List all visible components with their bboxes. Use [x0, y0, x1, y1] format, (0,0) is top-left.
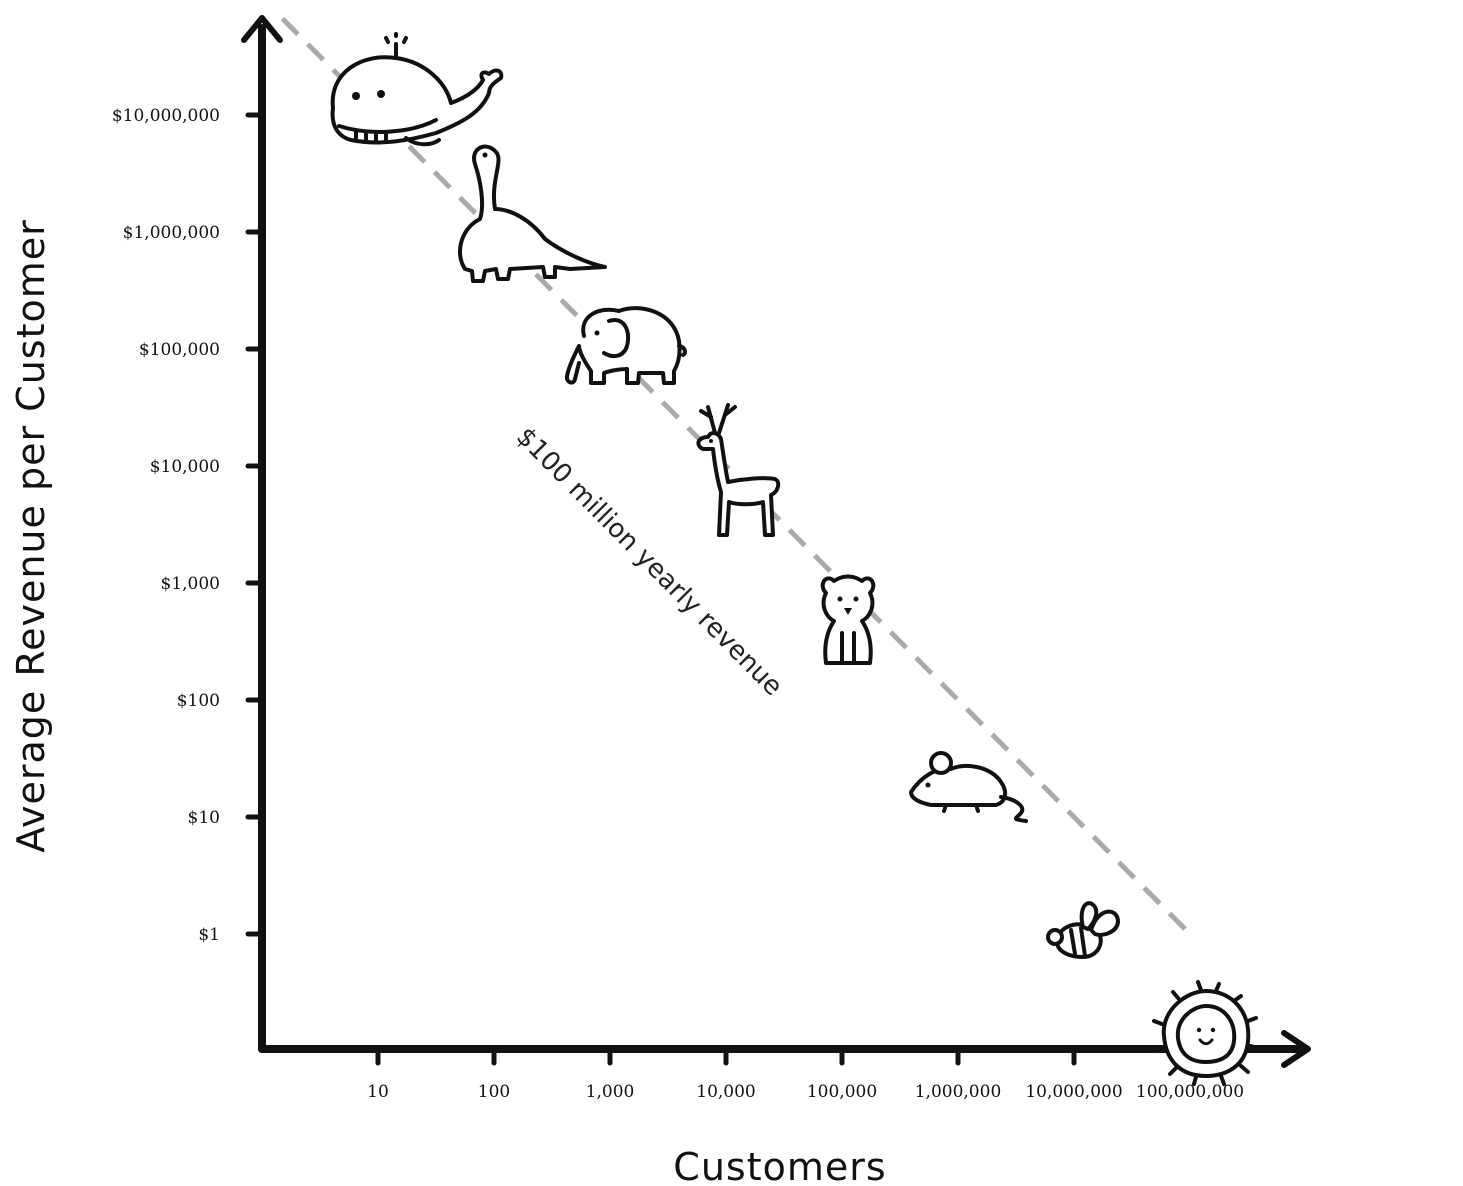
whale-icon: [330, 32, 504, 147]
mouse-icon: [909, 751, 1028, 823]
x-tick-label: 100,000: [807, 1082, 877, 1102]
y-tick-label: $100: [177, 691, 220, 711]
y-tick-label: $10,000: [150, 457, 220, 477]
y-axis-label: Average Revenue per Customer: [9, 219, 53, 852]
y-tick-label: $1: [198, 925, 220, 945]
x-tick-label: 100,000,000: [1136, 1082, 1244, 1102]
deer-icon: [696, 403, 781, 537]
reference-line-label: $100 million yearly revenue: [510, 422, 788, 702]
x-tick-label: 10,000,000: [1025, 1082, 1122, 1102]
x-axis-arrow-icon: [1281, 1030, 1311, 1068]
y-tick-label: $10: [188, 808, 220, 828]
reference-line: [280, 16, 1192, 936]
bee-icon: [1046, 901, 1120, 959]
y-tick-label: $100,000: [139, 340, 220, 360]
x-tick-label: 100: [478, 1082, 510, 1102]
bear-icon: [820, 574, 876, 665]
x-axis-label: Customers: [673, 1145, 886, 1186]
y-axis-arrow-icon: [241, 15, 283, 43]
dinosaur-icon: [458, 144, 607, 283]
x-tick-label: 1,000,000: [915, 1082, 1002, 1102]
y-tick-label: $10,000,000: [112, 106, 220, 126]
elephant-icon: [564, 306, 688, 385]
microbe-icon: [1152, 980, 1260, 1086]
x-tick-label: 1,000: [586, 1082, 635, 1102]
x-tick-label: 10: [367, 1082, 389, 1102]
x-tick-label: 10,000: [696, 1082, 755, 1102]
y-tick-label: $1,000: [161, 574, 220, 594]
y-tick-label: $1,000,000: [123, 223, 220, 243]
